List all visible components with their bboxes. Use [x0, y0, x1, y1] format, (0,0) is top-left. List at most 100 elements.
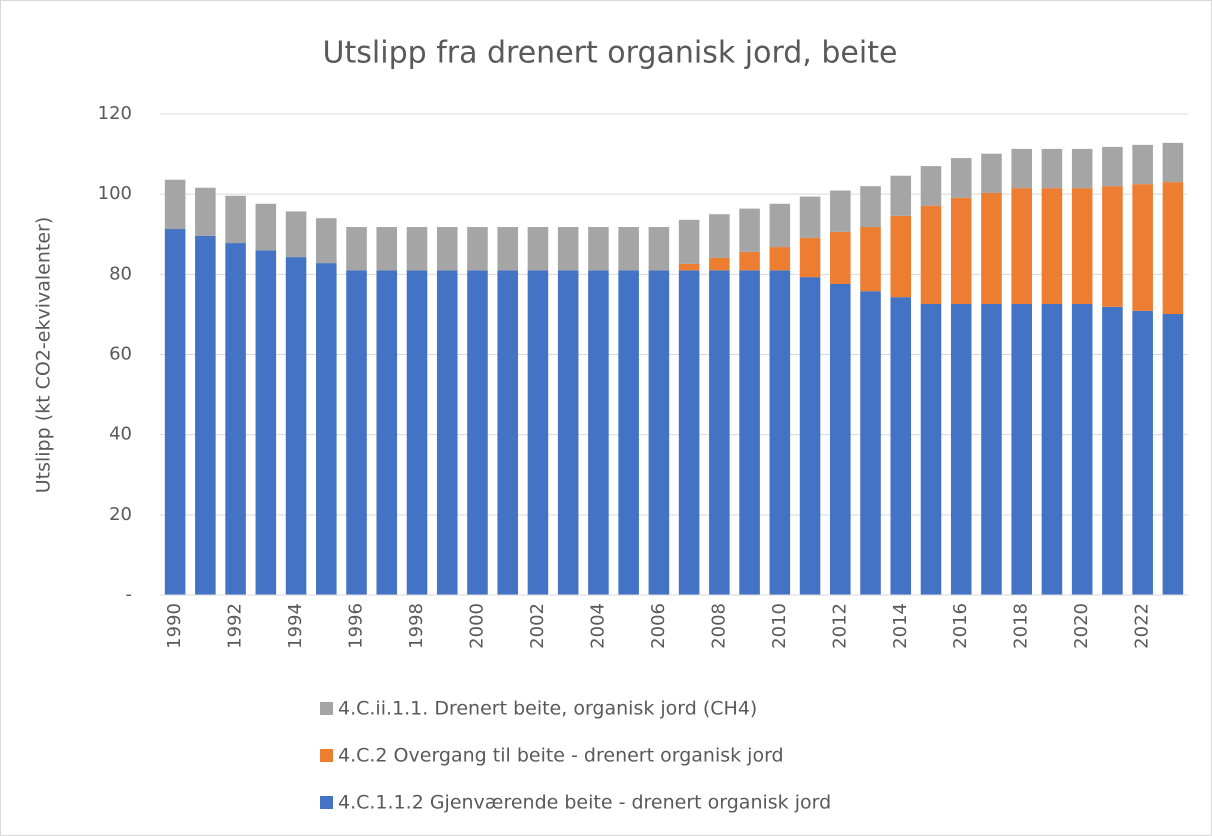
bar-segment	[285, 211, 307, 258]
bar-segment	[406, 270, 428, 595]
bar-segment	[981, 303, 1002, 595]
bar-segment	[709, 270, 730, 595]
bar-segment	[497, 227, 518, 271]
bar-segment	[1102, 186, 1123, 307]
bar-segment	[557, 227, 579, 271]
y-tick-label: -	[126, 584, 133, 605]
bar-segment	[830, 231, 851, 284]
bar-segment	[799, 277, 821, 595]
y-tick-label: 100	[98, 183, 132, 204]
bar-segment	[618, 227, 639, 271]
x-tick-label: 2006	[648, 603, 669, 649]
y-tick-label: 120	[98, 103, 132, 124]
bar-segment	[195, 187, 216, 236]
x-tick-label: 2020	[1071, 603, 1092, 649]
bar-segment	[255, 250, 277, 596]
bar-segment	[860, 291, 881, 595]
x-tick-label: 2018	[1011, 603, 1032, 649]
bar-segment	[920, 166, 942, 206]
bar-segment	[1132, 144, 1153, 185]
bar-segment	[1011, 188, 1032, 304]
bar-segment	[1041, 303, 1063, 595]
bar-segment	[1102, 146, 1123, 187]
bar-segment	[920, 205, 942, 304]
y-tick-label: 20	[109, 504, 132, 525]
bar-segment	[527, 270, 549, 595]
bar-segment	[376, 270, 398, 595]
x-tick-label: 2022	[1132, 603, 1153, 649]
bar-segment	[588, 270, 609, 595]
bar-segment	[950, 303, 972, 595]
bar-segment	[678, 270, 700, 595]
bar-segment	[195, 235, 216, 595]
y-axis-title: Utslipp (kt CO2-ekvivalenter)	[33, 217, 55, 494]
legend-swatch	[320, 796, 333, 809]
bar-segment	[950, 197, 972, 304]
chart-title: Utslipp fra drenert organisk jord, beite	[323, 36, 898, 71]
legend-label: 4.C.1.1.2 Gjenværende beite - drenert or…	[338, 792, 831, 814]
bar-segment	[1071, 148, 1093, 189]
bar-segment	[618, 270, 639, 595]
bar-segment	[830, 283, 851, 595]
bar-segment	[497, 270, 518, 595]
bar-segment	[376, 227, 398, 271]
bar-segment	[1071, 188, 1093, 304]
x-tick-label: 2000	[466, 603, 487, 649]
bar-segment	[799, 196, 821, 238]
bar-segment	[678, 263, 700, 271]
x-tick-label: 1996	[346, 603, 367, 649]
bar-segment	[346, 270, 367, 595]
bar-segment	[739, 208, 760, 252]
bar-segment	[557, 270, 579, 595]
bar-segment	[769, 270, 791, 595]
y-tick-label: 40	[109, 424, 132, 445]
x-tick-label: 2010	[769, 603, 790, 649]
bar-segment	[709, 214, 730, 258]
legend-label: 4.C.2 Overgang til beite - drenert organ…	[338, 745, 784, 767]
bar-segment	[467, 227, 488, 271]
bar-segment	[890, 175, 912, 216]
bar-segment	[1162, 314, 1184, 595]
bar-segment	[1132, 310, 1153, 595]
legend-label: 4.C.ii.1.1. Drenert beite, organisk jord…	[338, 698, 757, 720]
x-tick-label: 1998	[406, 603, 427, 649]
x-tick-label: 2014	[890, 603, 911, 649]
bar-segment	[769, 203, 791, 248]
x-tick-label: 2002	[527, 603, 548, 649]
bar-segment	[225, 243, 246, 595]
x-tick-label: 2012	[829, 603, 850, 649]
bar-segment	[981, 153, 1002, 193]
bar-segment	[1071, 303, 1093, 595]
bar-segment	[920, 303, 942, 595]
bar-segment	[678, 219, 700, 264]
bar-segment	[436, 227, 458, 271]
bar-segment	[648, 270, 670, 595]
x-tick-label: 1994	[285, 603, 306, 649]
bar-segment	[164, 229, 186, 595]
bar-segment	[739, 251, 760, 271]
y-tick-label: 60	[109, 344, 132, 365]
bar-segment	[799, 237, 821, 278]
legend-swatch	[320, 749, 333, 762]
bar-segment	[1162, 142, 1184, 183]
bar-segment	[1162, 182, 1184, 315]
bar-segment	[860, 227, 881, 292]
bar-segment	[255, 203, 277, 251]
bar-segment	[769, 247, 791, 271]
bar-segment	[588, 227, 609, 271]
bar-segment	[950, 158, 972, 198]
bar-segment	[1132, 184, 1153, 311]
bar-segment	[739, 270, 760, 595]
bar-segment	[527, 227, 549, 271]
x-tick-label: 1990	[164, 603, 185, 649]
bar-segment	[316, 218, 337, 264]
bar-segment	[1102, 306, 1123, 595]
x-tick-label: 2004	[587, 603, 608, 649]
x-tick-label: 2008	[708, 603, 729, 649]
bar-segment	[316, 263, 337, 595]
bar-segment	[890, 215, 912, 298]
bar-segment	[1041, 148, 1063, 189]
bar-segment	[467, 270, 488, 595]
bar-segment	[830, 190, 851, 232]
bar-segment	[981, 192, 1002, 304]
